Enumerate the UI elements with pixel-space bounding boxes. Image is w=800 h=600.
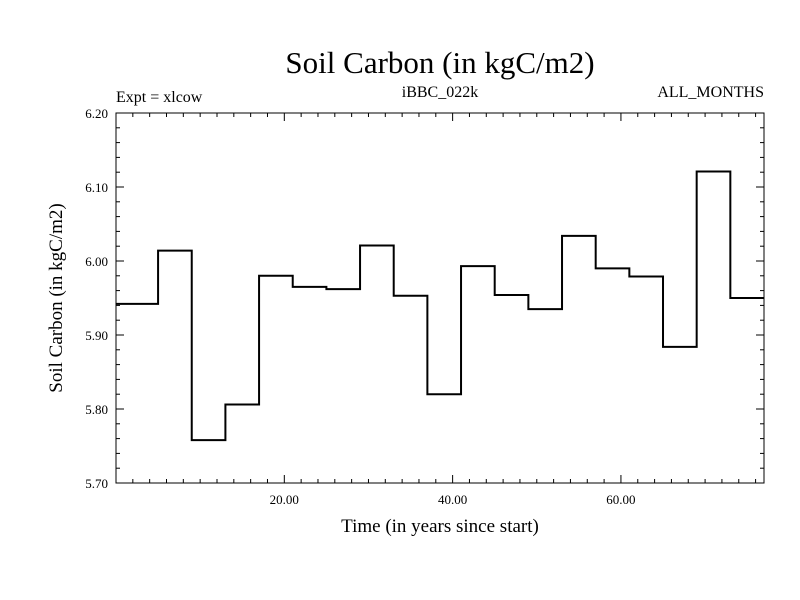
x-axis-label: Time (in years since start)	[341, 516, 539, 537]
x-tick-label: 20.00	[270, 492, 299, 507]
y-tick-label: 6.10	[85, 180, 108, 195]
plot-frame	[115, 112, 765, 484]
subtitle-left: Expt = xlcow	[116, 89, 203, 106]
chart-title: Soil Carbon (in kgC/m2)	[285, 45, 594, 80]
y-tick-label: 5.70	[85, 476, 108, 491]
x-axis-ticks: 20.00 40.00 60.00	[132, 113, 757, 507]
y-tick-label: 6.20	[85, 106, 108, 121]
y-tick-label: 5.90	[85, 328, 108, 343]
subtitle-right: ALL_MONTHS	[657, 84, 764, 101]
x-tick-label: 40.00	[438, 492, 467, 507]
series-line	[116, 170, 764, 442]
y-tick-label: 6.00	[85, 254, 108, 269]
subtitle-center: iBBC_022k	[402, 84, 478, 101]
y-axis-label: Soil Carbon (in kgC/m2)	[46, 203, 67, 392]
x-tick-label: 60.00	[606, 492, 635, 507]
y-tick-label: 5.80	[85, 402, 108, 417]
